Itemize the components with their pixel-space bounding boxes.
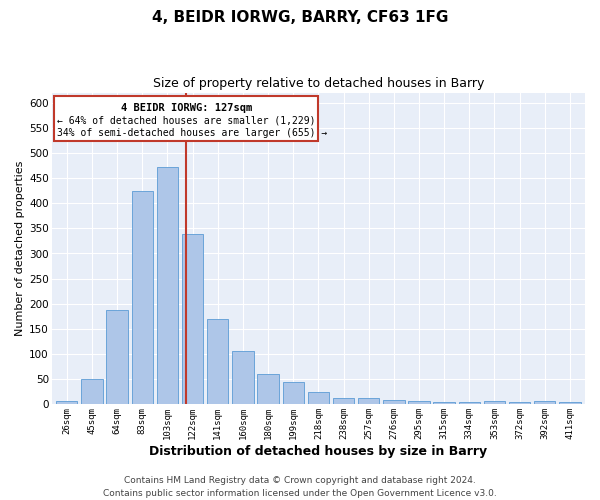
Bar xyxy=(559,402,581,404)
Bar xyxy=(81,379,103,404)
Text: 4 BEIDR IORWG: 127sqm: 4 BEIDR IORWG: 127sqm xyxy=(121,103,252,113)
Bar xyxy=(257,374,279,404)
Text: Contains HM Land Registry data © Crown copyright and database right 2024.
Contai: Contains HM Land Registry data © Crown c… xyxy=(103,476,497,498)
Bar xyxy=(484,402,505,404)
Bar xyxy=(232,351,254,404)
Bar xyxy=(131,191,153,404)
Bar xyxy=(182,234,203,404)
Bar xyxy=(509,402,530,404)
Bar xyxy=(358,398,379,404)
Y-axis label: Number of detached properties: Number of detached properties xyxy=(15,161,25,336)
X-axis label: Distribution of detached houses by size in Barry: Distribution of detached houses by size … xyxy=(149,444,487,458)
Text: 34% of semi-detached houses are larger (655) →: 34% of semi-detached houses are larger (… xyxy=(57,128,327,138)
Bar xyxy=(534,402,556,404)
Bar xyxy=(383,400,404,404)
Bar xyxy=(308,392,329,404)
FancyBboxPatch shape xyxy=(54,96,319,140)
Bar xyxy=(458,402,480,404)
Bar xyxy=(157,168,178,404)
Text: 4, BEIDR IORWG, BARRY, CF63 1FG: 4, BEIDR IORWG, BARRY, CF63 1FG xyxy=(152,10,448,25)
Bar xyxy=(283,382,304,404)
Text: ← 64% of detached houses are smaller (1,229): ← 64% of detached houses are smaller (1,… xyxy=(57,116,315,126)
Title: Size of property relative to detached houses in Barry: Size of property relative to detached ho… xyxy=(152,78,484,90)
Bar xyxy=(207,318,229,404)
Bar xyxy=(408,401,430,404)
Bar xyxy=(433,402,455,404)
Bar xyxy=(333,398,354,404)
Bar xyxy=(56,402,77,404)
Bar xyxy=(106,310,128,404)
